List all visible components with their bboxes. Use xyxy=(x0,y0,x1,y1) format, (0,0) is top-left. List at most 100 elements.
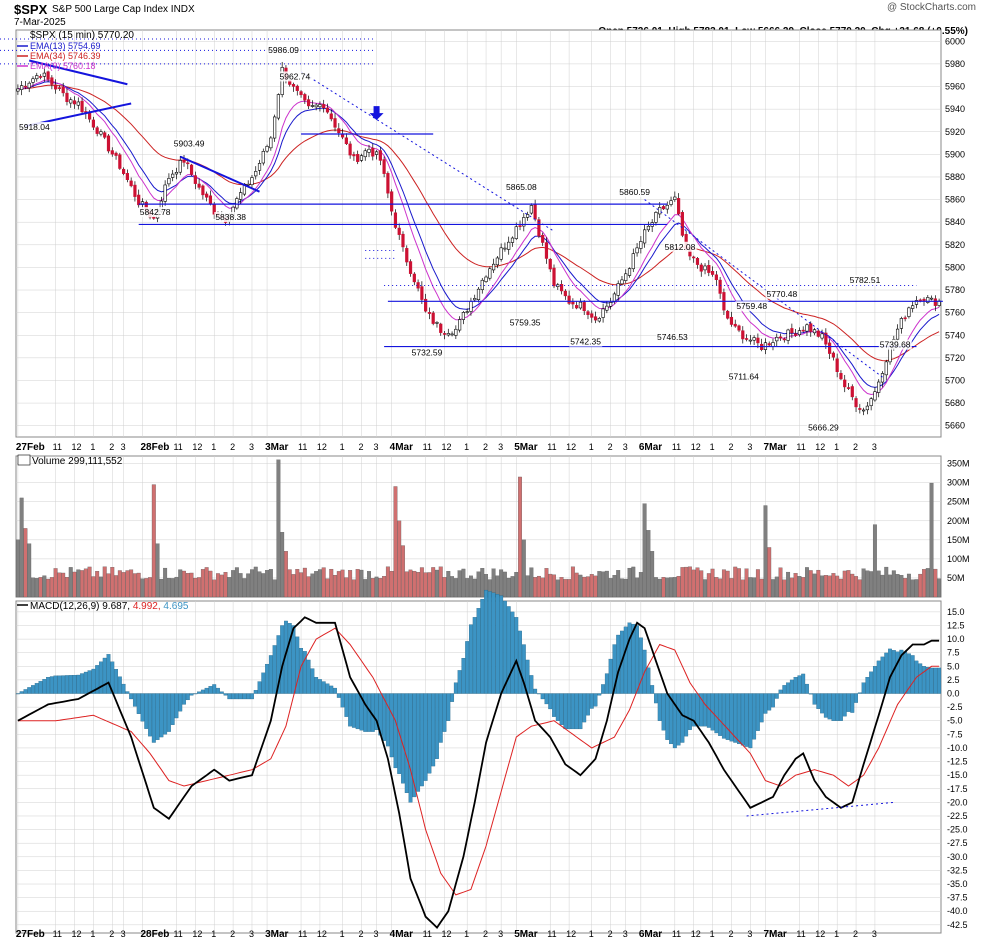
macd-histogram-bar xyxy=(672,693,677,749)
macd-histogram-bar xyxy=(148,693,152,737)
volume-bar xyxy=(268,569,273,598)
volume-bar xyxy=(355,569,360,598)
volume-bar xyxy=(170,578,175,598)
volume-bar xyxy=(763,505,768,598)
candle-body xyxy=(714,274,718,281)
macd-histogram-bar xyxy=(744,693,749,747)
candle-body xyxy=(718,279,722,294)
volume-bar xyxy=(725,570,730,598)
candle-body xyxy=(514,226,518,239)
macd-histogram-bar xyxy=(725,693,730,740)
macd-histogram-bar xyxy=(740,693,745,746)
candle-body xyxy=(174,171,179,175)
macd-histogram-bar xyxy=(102,657,107,694)
x-tick-label-bottom: 3 xyxy=(374,929,379,939)
macd-histogram-bar xyxy=(635,625,640,694)
volume-bar xyxy=(57,572,62,598)
candle-body xyxy=(858,408,862,410)
macd-histogram-bar xyxy=(808,693,813,695)
annotation-bg xyxy=(618,186,652,197)
volume-bar xyxy=(261,573,266,598)
macd-histogram-bar xyxy=(412,693,417,798)
volume-bar xyxy=(805,567,809,598)
volume-tick-label: 350M xyxy=(947,459,970,469)
candle-body xyxy=(50,77,54,85)
price-annotation: 5746.53 xyxy=(657,332,688,342)
x-tick-label-top: 1 xyxy=(464,442,469,452)
macd-histogram-bar xyxy=(555,693,560,721)
candle-body xyxy=(299,91,303,96)
macd-histogram-bar xyxy=(287,623,292,694)
candle-body xyxy=(794,333,798,336)
price-tick-label: 5800 xyxy=(945,262,965,272)
macd-histogram-bar xyxy=(521,644,526,694)
macd-histogram-bar xyxy=(204,687,209,694)
macd-histogram-bar xyxy=(19,691,24,694)
candle-body xyxy=(620,279,624,285)
x-tick-label-top: 2 xyxy=(483,442,488,452)
volume-bar xyxy=(27,543,32,598)
volume-bar xyxy=(416,572,421,598)
candle-body xyxy=(703,265,707,271)
macd-histogram-bar xyxy=(691,693,696,727)
macd-histogram-bar xyxy=(895,651,900,694)
volume-bar xyxy=(786,571,791,598)
volume-bar xyxy=(468,575,473,598)
price-tick-label: 5780 xyxy=(945,285,965,295)
candle-body xyxy=(378,150,382,161)
candle-body xyxy=(416,282,420,289)
macd-tick-label: 0.0 xyxy=(947,689,960,699)
volume-bar xyxy=(695,567,700,598)
x-tick-label-bottom: 3 xyxy=(747,929,752,939)
macd-histogram-bar xyxy=(472,617,477,694)
candle-body xyxy=(352,154,356,157)
candle-body xyxy=(246,183,250,186)
volume-bar xyxy=(423,572,428,598)
macd-histogram-bar xyxy=(306,659,311,694)
candle-body xyxy=(677,198,681,215)
macd-histogram-bar xyxy=(559,693,564,725)
price-annotation: 5860.59 xyxy=(619,187,650,197)
macd-histogram-bar xyxy=(499,595,504,694)
volume-bar xyxy=(710,568,715,598)
macd-histogram-bar xyxy=(854,693,859,703)
macd-histogram-bar xyxy=(185,693,190,701)
macd-histogram-bar xyxy=(487,591,492,694)
macd-histogram-bar xyxy=(899,649,904,694)
price-annotation: 5770.48 xyxy=(767,289,798,299)
candle-body xyxy=(276,94,280,119)
volume-bar xyxy=(472,578,477,598)
macd-tick-label: -42.5 xyxy=(947,920,968,930)
macd-histogram-bar xyxy=(601,684,606,694)
volume-bar xyxy=(200,569,205,598)
x-tick-label-bottom: 11 xyxy=(672,929,681,939)
x-tick-label-bottom: 12 xyxy=(317,929,327,939)
security-name: S&P 500 Large Cap Index xyxy=(52,4,169,15)
macd-histogram-bar xyxy=(57,675,62,694)
x-tick-label-bottom: 5Mar xyxy=(514,929,537,940)
macd-histogram-bar xyxy=(144,693,149,729)
volume-tick-label: 150M xyxy=(947,535,970,545)
candle-body xyxy=(193,175,197,184)
candle-body xyxy=(578,301,583,309)
macd-histogram-bar xyxy=(15,693,20,695)
candle-body xyxy=(797,330,802,336)
candle-body xyxy=(359,155,364,161)
macd-histogram-bar xyxy=(65,675,69,694)
candle-body xyxy=(922,298,926,302)
x-tick-label-bottom: 1 xyxy=(589,929,594,939)
volume-bar xyxy=(34,578,39,598)
candle-body xyxy=(495,257,499,266)
macd-histogram-bar xyxy=(876,660,881,694)
candle-body xyxy=(325,107,330,113)
macd-histogram-bar xyxy=(457,670,462,694)
volume-bar xyxy=(755,569,760,598)
price-annotation: 5842.78 xyxy=(140,207,171,217)
x-tick-label-bottom: 2 xyxy=(483,929,488,939)
volume-bar xyxy=(929,482,934,598)
candle-body xyxy=(752,337,756,341)
macd-histogram-bar xyxy=(536,693,541,695)
volume-bar xyxy=(38,577,43,598)
chart-date: 7-Mar-2025 xyxy=(14,17,66,28)
